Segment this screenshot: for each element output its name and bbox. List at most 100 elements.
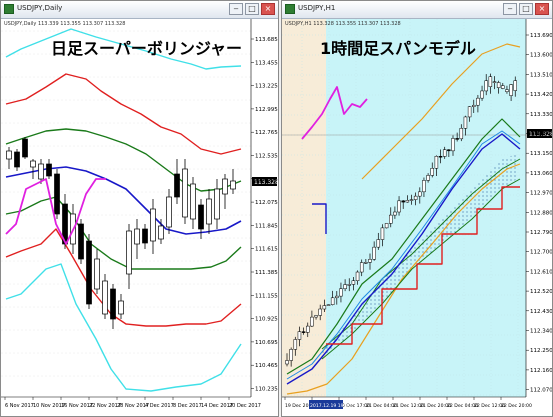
- candle-body: [110, 288, 116, 320]
- lagging-span: [5, 178, 106, 245]
- span-b-line: [321, 158, 521, 350]
- price-tick-label: 110.465: [255, 363, 278, 369]
- band-upper-1sigma: [5, 128, 242, 192]
- price-tick-label: 112.765: [255, 130, 278, 136]
- price-tick-label: 113.510: [530, 72, 552, 78]
- price-tick-label: 112.430: [530, 309, 552, 315]
- candle-body: [359, 262, 364, 273]
- price-tick-label: 112.610: [530, 269, 552, 275]
- time-tick-label: 6 Nov 2017: [5, 403, 34, 409]
- session-background: [326, 19, 526, 397]
- candle-body: [166, 196, 172, 228]
- candle-body: [480, 90, 484, 99]
- daily-price-chart[interactable]: 113.328 113.685 113.455 113.225 112.995 112.7…: [1, 19, 278, 416]
- time-tick-label: 16 Nov 2017: [61, 403, 93, 409]
- time-tick-label: 20 Dec 17:00: [339, 403, 370, 409]
- candle-body: [326, 304, 331, 306]
- h1-chart-window[interactable]: USDJPY,H1 ‒ □ × 113.328 113.690 113.600 113…: [281, 0, 553, 417]
- candle-body: [38, 163, 44, 180]
- minimize-button[interactable]: ‒: [229, 3, 243, 15]
- crosshair-time-label: 2017.12.19 19:00: [310, 403, 351, 409]
- price-tick-label: 112.790: [530, 230, 552, 236]
- time-tick-label: 22 Dec 12:00: [474, 403, 505, 409]
- candle-body: [496, 82, 501, 88]
- current-price-label: 113.328: [529, 131, 552, 138]
- candle-body: [442, 149, 447, 157]
- maximize-button[interactable]: □: [245, 3, 259, 15]
- candle-body: [339, 288, 343, 297]
- price-tick-label: 112.340: [530, 329, 552, 335]
- band-middle: [5, 166, 242, 235]
- price-tick-label: 112.250: [530, 348, 552, 354]
- band-lower-3sigma: [5, 263, 242, 392]
- candle-body: [355, 271, 360, 282]
- band-lower-2sigma: [5, 228, 242, 327]
- candle-body: [182, 168, 188, 218]
- moving-average-light: [286, 130, 521, 380]
- stop-line-blue: [312, 203, 327, 234]
- overlay-title: 1時間足スパンモデル: [320, 39, 476, 58]
- price-tick-label: 112.160: [530, 368, 552, 374]
- candle-body: [492, 81, 497, 83]
- time-tick-label: 14 Dec 2017: [201, 403, 233, 409]
- session-background: [282, 19, 326, 397]
- time-tick-label: 28 Nov 2017: [117, 403, 149, 409]
- candle-body: [501, 85, 505, 89]
- time-tick-label: 22 Dec 20:00: [501, 403, 532, 409]
- candle-body: [289, 349, 293, 361]
- candle-body: [364, 262, 368, 264]
- price-tick-label: 111.615: [255, 247, 278, 253]
- price-tick-label: 112.880: [530, 210, 552, 216]
- candle-body: [322, 305, 327, 310]
- candle-body: [347, 284, 351, 286]
- candle-body: [351, 280, 356, 285]
- price-tick-label: 112.700: [530, 250, 552, 256]
- candle-body: [6, 150, 12, 160]
- lagging-span: [301, 86, 368, 140]
- current-price-badge: [252, 177, 277, 186]
- chart-window-icon: [285, 4, 295, 14]
- daily-chart-window[interactable]: USDJPY,Daily ‒ □ × 113.328 113.685 113.455…: [0, 0, 279, 417]
- time-tick-label: 4 Dec 2017: [145, 403, 174, 409]
- price-tick-label: 110.925: [255, 317, 278, 323]
- candle-body: [343, 284, 347, 290]
- time-tick-label: 8 Dec 2017: [173, 403, 202, 409]
- candle-body: [222, 178, 228, 195]
- price-tick-label: 110.235: [255, 387, 278, 393]
- price-tick-label: 110.695: [255, 340, 278, 346]
- candle-body: [142, 228, 148, 244]
- candle-body: [368, 259, 372, 263]
- span-cloud: [322, 154, 517, 359]
- maximize-button[interactable]: □: [519, 3, 533, 15]
- price-tick-label: 111.845: [255, 223, 278, 229]
- time-tick-label: 22 Dec 04:00: [447, 403, 478, 409]
- upper-band-green: [286, 118, 521, 375]
- candle-body: [285, 360, 289, 365]
- candle-body: [463, 116, 468, 129]
- candle-body: [198, 204, 204, 230]
- time-tick-label: 21 Dec 20:00: [420, 403, 451, 409]
- current-price-label: 113.328: [254, 179, 278, 186]
- candle-body: [310, 316, 314, 327]
- band-upper-3sigma: [5, 28, 242, 70]
- candle-body: [22, 138, 28, 158]
- price-tick-label: 113.420: [530, 92, 552, 98]
- minimize-button[interactable]: ‒: [503, 3, 517, 15]
- price-tick-label: 113.240: [530, 132, 552, 138]
- candle-body: [472, 104, 476, 107]
- candle-body: [397, 200, 401, 213]
- candle-body: [206, 198, 212, 225]
- candle-body: [134, 228, 140, 245]
- candle-body: [372, 246, 376, 260]
- window-titlebar[interactable]: USDJPY,H1 ‒ □ ×: [282, 1, 552, 19]
- h1-price-chart[interactable]: 113.328 113.690 113.600 113.510 113.420 113.3…: [282, 19, 552, 416]
- close-button[interactable]: ×: [535, 3, 549, 15]
- window-titlebar[interactable]: USDJPY,Daily ‒ □ ×: [1, 1, 278, 19]
- candle-body: [102, 280, 108, 315]
- chart-info: USDJPY,H1 113.328 113.355 113.307 113.32…: [285, 21, 401, 27]
- candle-body: [214, 188, 220, 220]
- close-button[interactable]: ×: [261, 3, 275, 15]
- candle-body: [476, 97, 480, 106]
- candle-body: [451, 138, 455, 152]
- price-tick-label: 111.385: [255, 270, 278, 276]
